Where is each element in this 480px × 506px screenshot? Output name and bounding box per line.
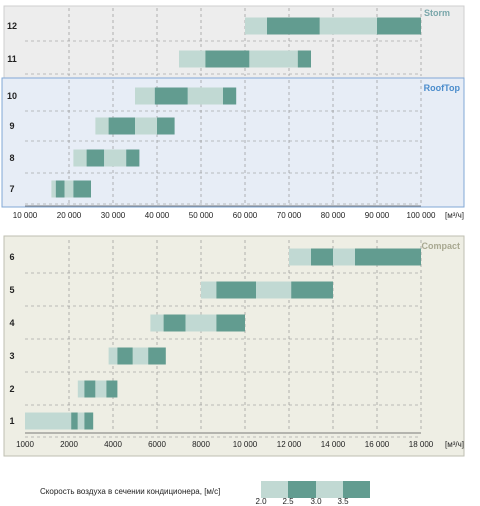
compact-tick-label: 8000 [192, 440, 210, 449]
rooftop-bar-segment [126, 149, 140, 167]
rooftop-tick-label: 100 000 [407, 211, 436, 220]
compact-tick-label: 4000 [104, 440, 122, 449]
compact-bar-segment [256, 281, 292, 299]
compact-tick-label: 12 000 [277, 440, 302, 449]
rooftop-tick-label: 60 000 [233, 211, 258, 220]
rooftop-bar-segment [86, 149, 105, 167]
compact-bar-segment [185, 314, 217, 332]
storm-bar-segment [179, 50, 206, 68]
compact-row-label: 4 [9, 318, 14, 328]
compact-bar-segment [108, 347, 118, 365]
rooftop-bar-segment [73, 149, 87, 167]
compact-bar-segment [311, 248, 333, 266]
rooftop-bar-segment [64, 180, 74, 198]
storm-bar-segment [297, 50, 311, 68]
compact-bar-segment [355, 248, 421, 266]
compact-row-label: 6 [9, 252, 14, 262]
compact-tick-label: 1000 [16, 440, 34, 449]
compact-tick-label: 10 000 [233, 440, 258, 449]
legend-value-label: 3.5 [337, 497, 349, 506]
rooftop-bar-segment [157, 117, 175, 135]
compact-tick-label: 6000 [148, 440, 166, 449]
rooftop-bar-segment [73, 180, 91, 198]
rooftop-bar-segment [108, 117, 135, 135]
rooftop-tick-label: 10 000 [13, 211, 38, 220]
storm-bar-segment [319, 17, 377, 35]
compact-bar-segment [216, 314, 245, 332]
rooftop-tick-label: 90 000 [365, 211, 390, 220]
compact-bar-segment [106, 380, 118, 398]
storm-panel-label: Storm [424, 8, 450, 18]
rooftop-tick-label: 40 000 [145, 211, 170, 220]
compact-bar-segment [289, 248, 311, 266]
compact-bar-segment [25, 412, 72, 430]
compact-row-label: 5 [9, 285, 14, 295]
rooftop-tick-label: 50 000 [189, 211, 214, 220]
rooftop-tick-label: 70 000 [277, 211, 302, 220]
storm-bar-segment [249, 50, 298, 68]
compact-bar-segment [77, 380, 85, 398]
storm-bar-segment [205, 50, 250, 68]
rooftop-bar-segment [55, 180, 65, 198]
compact-bar-segment [291, 281, 333, 299]
compact-bar-segment [95, 380, 107, 398]
compact-bar-segment [150, 314, 164, 332]
rooftop-bar-segment [223, 87, 237, 105]
rooftop-tick-label: 20 000 [57, 211, 82, 220]
storm-panel: Storm 12 11 [3, 5, 465, 79]
legend-swatch [261, 481, 288, 498]
compact-tick-label: 18 000 [409, 440, 434, 449]
rooftop-axis-unit: [м³/ч] [445, 211, 464, 220]
compact-bar-segment [117, 347, 133, 365]
rooftop-panel-label: RoofTop [424, 83, 461, 93]
rooftop-row-label: 8 [9, 153, 14, 163]
compact-row-label: 3 [9, 351, 14, 361]
rooftop-bar-segment [95, 117, 109, 135]
storm-row-label: 11 [7, 54, 17, 64]
compact-row-label: 1 [9, 416, 14, 426]
compact-tick-label: 16 000 [365, 440, 390, 449]
legend-swatch [288, 481, 316, 498]
legend: Скорость воздуха в сечении кондиционера,… [40, 481, 370, 506]
rooftop-row-label: 7 [9, 184, 14, 194]
compact-bar-segment [201, 281, 217, 299]
storm-bar-segment [267, 17, 320, 35]
rooftop-bar-segment [135, 117, 157, 135]
compact-tick-label: 14 000 [321, 440, 346, 449]
rooftop-bar-segment [154, 87, 188, 105]
compact-row-label: 2 [9, 384, 14, 394]
compact-panel: Compact 6 5 4 3 2 1 1000 2000 4000 6000 8000 10 00… [3, 235, 465, 457]
rooftop-tick-label: 80 000 [321, 211, 346, 220]
rooftop-bar-segment [104, 149, 127, 167]
compact-axis-unit: [м³/ч] [445, 440, 464, 449]
compact-bar-segment [77, 412, 85, 430]
storm-row-label: 12 [7, 21, 17, 31]
legend-value-label: 2.0 [255, 497, 267, 506]
compact-bar-segment [216, 281, 256, 299]
rooftop-bar-segment [51, 180, 56, 198]
storm-bar-segment [245, 17, 267, 35]
rooftop-tick-label: 30 000 [101, 211, 126, 220]
legend-title: Скорость воздуха в сечении кондиционера,… [40, 487, 220, 496]
rooftop-bar-segment [187, 87, 223, 105]
compact-bar-segment [84, 380, 96, 398]
compact-bar-segment [333, 248, 355, 266]
legend-value-label: 2.5 [282, 497, 294, 506]
compact-bar-segment [163, 314, 186, 332]
rooftop-panel: RoofTop 10 9 8 7 10 000 20 000 30 000 40 000 50… [1, 77, 465, 220]
storm-bar-segment [377, 17, 421, 35]
compact-tick-label: 2000 [60, 440, 78, 449]
compact-bar-segment [71, 412, 78, 430]
rooftop-row-label: 10 [7, 91, 17, 101]
rooftop-bar-segment [135, 87, 155, 105]
legend-value-label: 3.0 [310, 497, 322, 506]
rooftop-row-label: 9 [9, 121, 14, 131]
compact-bar-segment [148, 347, 166, 365]
compact-bar-segment [84, 412, 94, 430]
legend-swatch [343, 481, 370, 498]
legend-swatch [316, 481, 343, 498]
compact-panel-label: Compact [421, 241, 460, 251]
compact-bar-segment [132, 347, 149, 365]
